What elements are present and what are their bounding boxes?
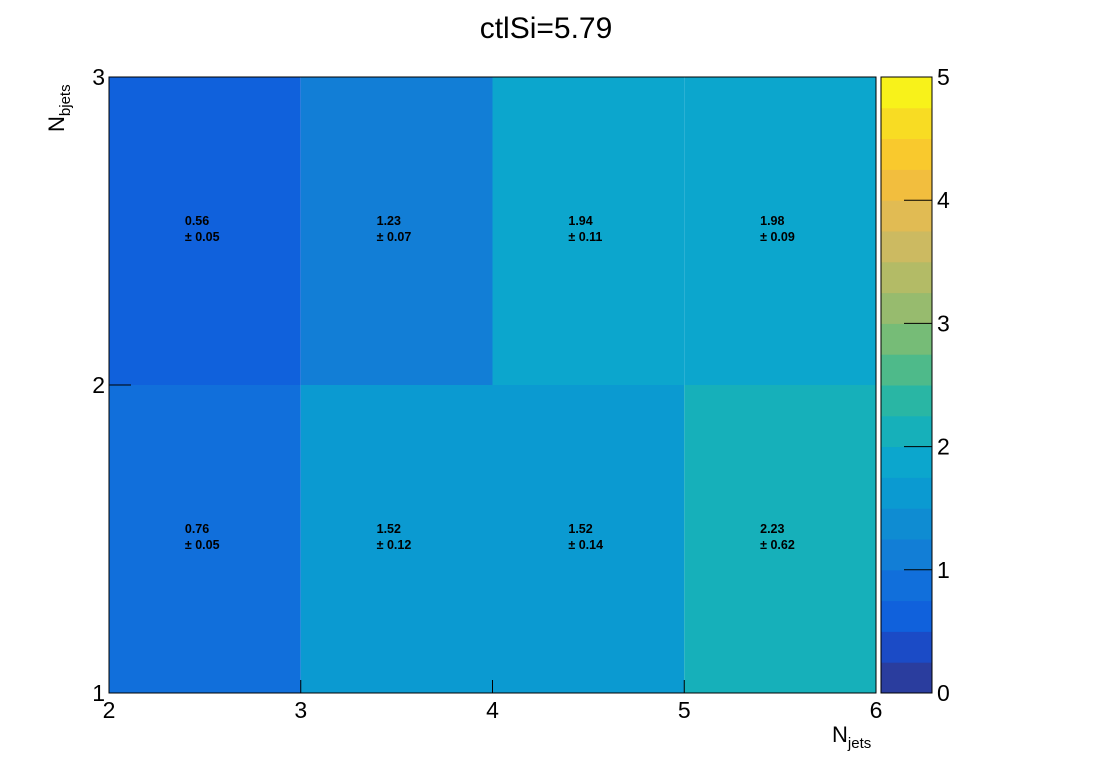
y-axis-title: Nbjets — [44, 84, 74, 132]
cell-error-label: ± 0.62 — [760, 538, 795, 552]
colorbar-segment — [881, 261, 932, 294]
heatmap-cell — [109, 385, 301, 693]
cell-value-label: 1.52 — [377, 522, 401, 536]
cell-value-label: 1.23 — [377, 214, 401, 228]
x-axis-title-main: N — [832, 722, 848, 747]
colorbar-segment — [881, 446, 932, 478]
colorbar-segment — [881, 600, 932, 632]
cell-value-label: 1.52 — [568, 522, 592, 536]
colorbar-segment — [881, 569, 932, 602]
heatmap-cell — [300, 77, 493, 385]
y-tick-label: 1 — [92, 680, 105, 706]
colorbar-segment — [881, 354, 932, 386]
colorbar-segment — [881, 477, 932, 509]
heatmap-cell — [684, 77, 876, 385]
cell-error-label: ± 0.14 — [568, 538, 603, 552]
colorbar-segment — [881, 77, 932, 109]
color-scale-bar: 0 1 2 3 4 5 — [880, 64, 950, 706]
x-axis-title: Njets — [832, 722, 871, 752]
colorbar-tick-label: 3 — [937, 310, 950, 336]
colorbar-segment — [881, 200, 932, 232]
cell-value-label: 2.23 — [760, 522, 784, 536]
cell-value-label: 0.76 — [185, 522, 209, 536]
colorbar-segment — [881, 662, 932, 694]
colorbar-segment — [881, 323, 932, 355]
heatmap-cell — [300, 385, 493, 693]
x-tick-label: 4 — [486, 697, 499, 723]
colorbar-segment — [881, 508, 932, 540]
heatmap-cell — [492, 77, 685, 385]
colorbar-segment — [881, 292, 932, 324]
cell-value-label: 1.98 — [760, 214, 784, 228]
y-tick-label: 3 — [92, 64, 105, 90]
colorbar-segment — [881, 631, 932, 663]
colorbar-segment — [881, 107, 932, 140]
colorbar-tick-label: 0 — [937, 680, 950, 706]
cell-labels: 0.76 ± 0.05 1.52 ± 0.12 1.52 ± 0.14 2.23 ± 0.62… — [185, 214, 795, 552]
colorbar-segment — [881, 385, 932, 417]
colorbar-segment — [881, 138, 932, 170]
x-tick-label: 5 — [678, 697, 691, 723]
x-axis-title-sub: jets — [847, 735, 871, 752]
x-tick-label: 6 — [870, 697, 883, 723]
cell-error-label: ± 0.05 — [185, 538, 220, 552]
colorbar-segment — [881, 539, 932, 571]
heatmap-cell — [684, 385, 876, 693]
colorbar-tick-label: 2 — [937, 434, 950, 460]
y-axis-title-main: N — [44, 116, 69, 132]
cell-error-label: ± 0.07 — [377, 230, 412, 244]
colorbar-segment — [881, 415, 932, 448]
cell-value-label: 1.94 — [568, 214, 592, 228]
heatmap-cell — [492, 385, 685, 693]
cell-value-label: 0.56 — [185, 214, 209, 228]
heatmap-cells — [109, 77, 876, 693]
y-tick-label: 2 — [92, 372, 105, 398]
chart-title: ctlSi=5.79 — [480, 12, 613, 45]
colorbar-tick-label: 1 — [937, 557, 950, 583]
colorbar-tick-label: 4 — [937, 187, 950, 213]
heatmap-cell — [109, 77, 301, 385]
y-axis-title-sub: bjets — [57, 84, 74, 116]
x-tick-label: 2 — [103, 697, 116, 723]
cell-error-label: ± 0.12 — [377, 538, 412, 552]
colorbar-segment — [881, 169, 932, 201]
colorbar-segment — [881, 231, 932, 263]
cell-error-label: ± 0.05 — [185, 230, 220, 244]
cell-error-label: ± 0.09 — [760, 230, 795, 244]
cell-error-label: ± 0.11 — [568, 230, 602, 244]
colorbar-tick-label: 5 — [937, 64, 950, 90]
x-tick-label: 3 — [294, 697, 307, 723]
